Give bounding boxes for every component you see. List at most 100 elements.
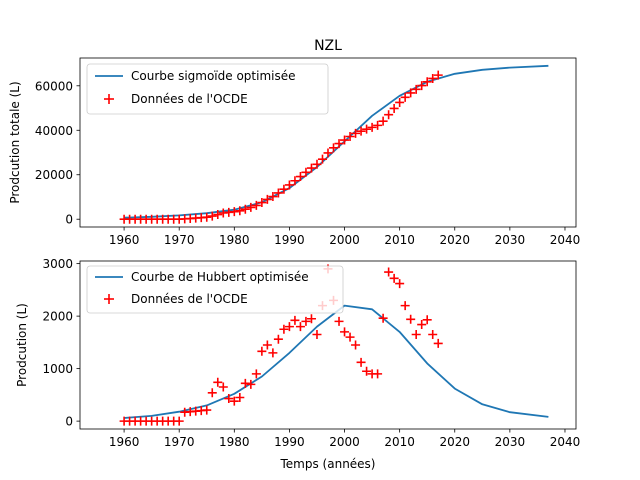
data-point-top (306, 163, 316, 173)
data-point-bottom (284, 322, 294, 332)
x-ticks-bottom: 1960 1970 1980 1990 2000 2010 2020 2030 2040 (109, 429, 580, 449)
data-point-bottom (422, 315, 432, 325)
legend-marker-swatch-top (104, 94, 114, 104)
data-point-bottom (246, 379, 256, 389)
data-point-bottom (268, 348, 278, 358)
data-point-top (240, 204, 250, 214)
data-point-top (400, 92, 410, 102)
data-point-top (290, 176, 300, 186)
data-point-top (334, 139, 344, 149)
x-tick-label: 2040 (550, 233, 581, 247)
data-point-top (202, 212, 212, 222)
data-point-top (378, 116, 388, 126)
data-point-top (257, 198, 267, 208)
data-point-top (251, 200, 261, 210)
data-point-top (345, 131, 355, 141)
x-tick-label: 1980 (219, 435, 250, 449)
data-point-top (323, 148, 333, 158)
data-point-bottom (251, 369, 261, 379)
data-point-bottom (395, 279, 405, 289)
data-point-bottom (207, 388, 217, 398)
y-tick-label: 20000 (35, 168, 73, 182)
data-point-top (235, 206, 245, 216)
data-point-bottom (378, 313, 388, 323)
data-point-top (411, 84, 421, 94)
data-point-top (433, 70, 443, 80)
panel-cumulative-production: 1960 1970 1980 1990 2000 2010 2020 2030 2040 0 20… (8, 57, 580, 247)
data-point-top (373, 120, 383, 130)
data-point-top (389, 103, 399, 113)
data-point-bottom (279, 324, 289, 334)
data-point-bottom (301, 316, 311, 326)
y-ticks-top: 0 20000 40000 60000 (35, 79, 80, 227)
y-tick-label: 1000 (42, 362, 73, 376)
legend-bottom: Courbe de Hubbert optimisée Données de l… (86, 265, 344, 314)
fitted-curve-top (124, 64, 549, 219)
y-tick-label: 0 (65, 415, 73, 429)
data-point-bottom (356, 357, 366, 367)
y-tick-label: 60000 (35, 79, 73, 93)
data-point-bottom (400, 301, 410, 311)
legend-marker-swatch-bottom (104, 294, 114, 304)
legend-label-oecd-top: Données de l'OCDE (131, 92, 248, 106)
data-point-bottom (240, 378, 250, 388)
data-point-top (384, 110, 394, 120)
data-point-top (422, 77, 432, 87)
y-ticks-bottom: 0 1000 2000 3000 (42, 257, 80, 429)
data-point-bottom (384, 267, 394, 277)
x-tick-label: 2040 (550, 435, 581, 449)
data-point-top (367, 122, 377, 132)
legend-label-sigmoid: Courbe sigmoïde optimisée (131, 69, 296, 83)
data-point-top (246, 202, 256, 212)
data-point-top (268, 192, 278, 202)
data-point-bottom (411, 330, 421, 339)
data-point-bottom (362, 366, 372, 376)
x-ticks-top: 1960 1970 1980 1990 2000 2010 2020 2030 2040 (109, 227, 580, 247)
data-point-top (356, 126, 366, 136)
x-tick-label: 1990 (274, 233, 305, 247)
x-tick-label: 1970 (164, 435, 195, 449)
x-tick-label: 2010 (384, 435, 415, 449)
data-point-bottom (202, 405, 212, 415)
data-point-bottom (340, 327, 350, 337)
data-point-top (362, 124, 372, 134)
data-point-top (229, 207, 239, 217)
plot-content-top (119, 64, 549, 224)
data-point-bottom (213, 377, 223, 387)
data-point-bottom (345, 332, 355, 342)
y-axis-label-top: Prodcution totale (L) (8, 81, 22, 203)
data-point-bottom (306, 314, 316, 324)
legend-box-bottom (86, 265, 344, 314)
data-point-top (417, 81, 427, 91)
data-point-top (406, 88, 416, 98)
data-point-bottom (224, 394, 234, 404)
data-point-top (273, 188, 283, 198)
data-point-top (262, 194, 272, 204)
x-tick-label: 1960 (109, 435, 140, 449)
panel-annual-production: 1960 1970 1980 1990 2000 2010 2020 2030 2040 0 10… (15, 257, 580, 471)
x-tick-label: 2020 (439, 233, 470, 247)
x-tick-label: 2030 (495, 435, 526, 449)
data-point-bottom (218, 382, 228, 392)
data-point-bottom (229, 396, 239, 406)
y-tick-label: 40000 (35, 124, 73, 138)
data-point-bottom (295, 322, 305, 332)
data-point-top (428, 73, 438, 83)
y-tick-label: 3000 (42, 257, 73, 271)
x-tick-label: 2000 (329, 233, 360, 247)
data-point-bottom (351, 340, 361, 350)
data-point-bottom (262, 340, 272, 350)
x-tick-label: 1990 (274, 435, 305, 449)
data-point-bottom (273, 334, 283, 344)
x-tick-label: 2010 (384, 233, 415, 247)
legend-top: Courbe sigmoïde optimisée Données de l'O… (86, 63, 329, 115)
data-point-bottom (257, 346, 267, 356)
data-point-top (279, 184, 289, 194)
legend-label-hubbert: Courbe de Hubbert optimisée (131, 270, 309, 284)
data-point-top (329, 143, 339, 153)
data-point-top (317, 154, 327, 164)
data-point-top (213, 210, 223, 220)
data-point-top (340, 135, 350, 145)
x-axis-label-bottom: Temps (années) (280, 457, 376, 471)
data-point-bottom (373, 369, 383, 379)
